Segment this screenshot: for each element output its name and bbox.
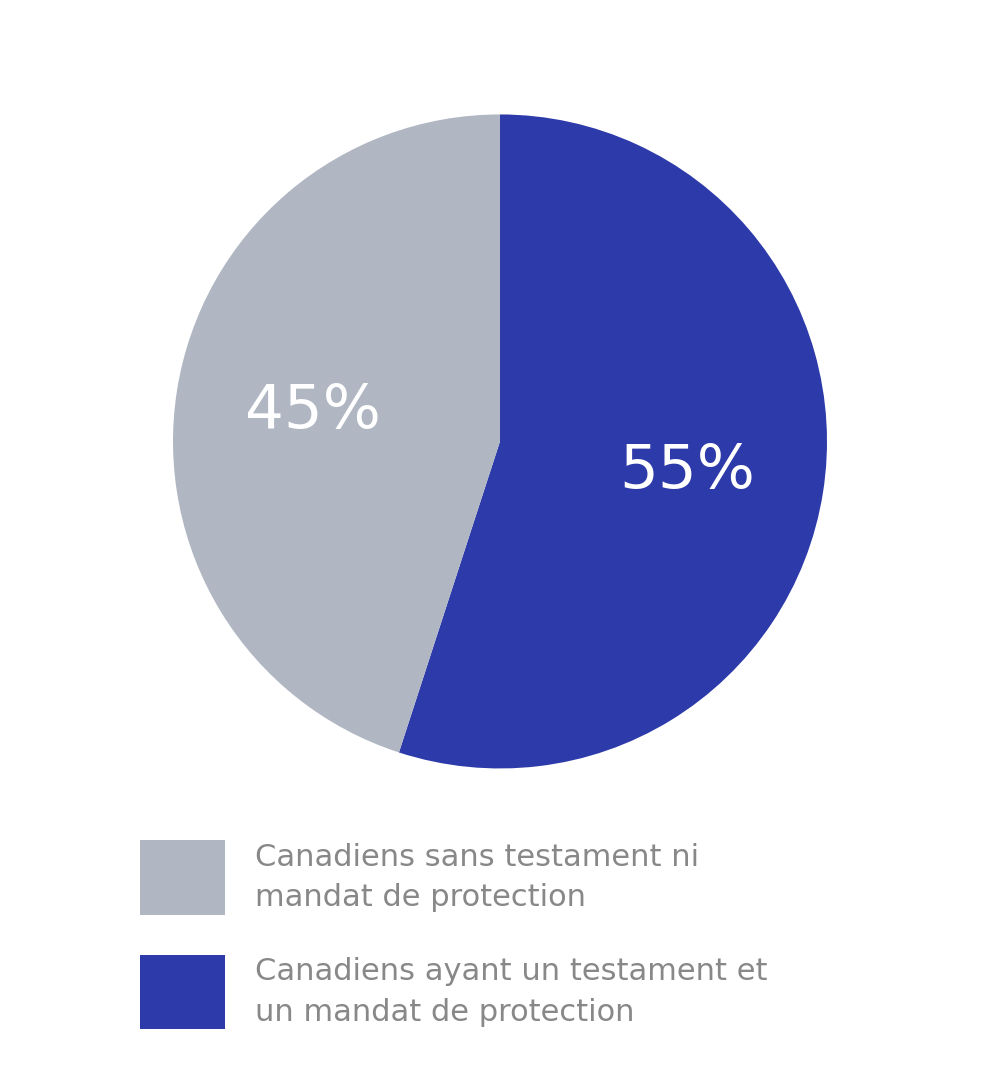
- Text: 45%: 45%: [245, 383, 381, 441]
- Text: Canadiens ayant un testament et
un mandat de protection: Canadiens ayant un testament et un manda…: [255, 957, 768, 1027]
- Text: Canadiens sans testament ni
mandat de protection: Canadiens sans testament ni mandat de pr…: [255, 843, 699, 912]
- Wedge shape: [399, 114, 827, 768]
- Wedge shape: [173, 114, 500, 752]
- Text: 55%: 55%: [619, 441, 755, 500]
